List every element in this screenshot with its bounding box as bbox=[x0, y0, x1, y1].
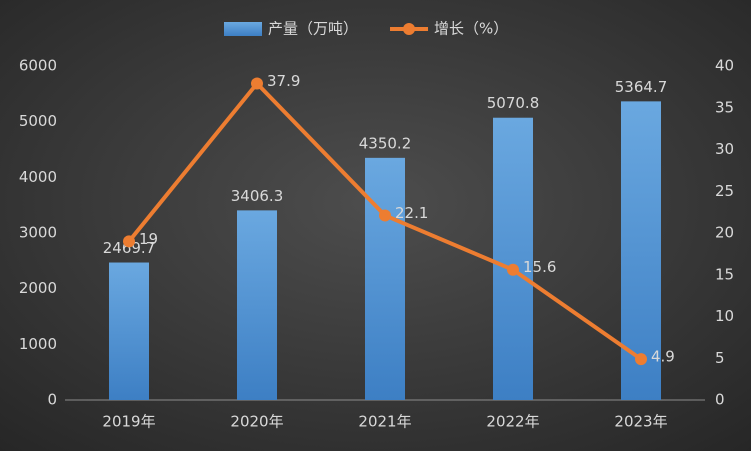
bar-value-label: 5364.7 bbox=[615, 78, 668, 96]
y-tick-label: 2000 bbox=[19, 279, 57, 297]
x-tick-label: 2019年 bbox=[102, 413, 155, 431]
legend-swatch bbox=[403, 23, 416, 35]
legend-swatch bbox=[224, 22, 262, 36]
bar-value-label: 3406.3 bbox=[231, 187, 284, 205]
x-tick-label: 2022年 bbox=[486, 413, 539, 431]
line-value-label: 22.1 bbox=[395, 204, 428, 222]
y-tick-label: 1000 bbox=[19, 335, 57, 353]
line-point bbox=[507, 263, 519, 276]
y2-tick-label: 10 bbox=[715, 307, 734, 325]
bar bbox=[237, 210, 277, 400]
bar bbox=[109, 262, 149, 400]
y-tick-label: 6000 bbox=[19, 57, 57, 75]
bar-value-label: 5070.8 bbox=[487, 94, 540, 112]
x-tick-label: 2020年 bbox=[230, 413, 283, 431]
line-point bbox=[123, 235, 135, 248]
bar-value-label: 4350.2 bbox=[359, 134, 412, 152]
y-tick-label: 4000 bbox=[19, 168, 57, 186]
y2-tick-label: 35 bbox=[715, 98, 734, 116]
y-tick-label: 0 bbox=[47, 391, 57, 409]
x-tick-label: 2021年 bbox=[358, 413, 411, 431]
line-value-label: 37.9 bbox=[267, 72, 300, 90]
line-value-label: 4.9 bbox=[651, 348, 675, 366]
line-value-label: 15.6 bbox=[523, 258, 556, 276]
line-point bbox=[635, 353, 647, 366]
y2-tick-label: 5 bbox=[715, 349, 725, 367]
line-point bbox=[251, 77, 263, 90]
legend-label: 增长（%） bbox=[434, 20, 508, 38]
y2-tick-label: 15 bbox=[715, 265, 734, 283]
y2-tick-label: 30 bbox=[715, 140, 734, 158]
bar bbox=[493, 117, 533, 400]
y2-tick-label: 25 bbox=[715, 182, 734, 200]
bar-value-label: 2469.7 bbox=[103, 239, 156, 257]
x-tick-label: 2023年 bbox=[614, 413, 667, 431]
legend-label: 产量（万吨） bbox=[268, 20, 358, 38]
y2-tick-label: 20 bbox=[715, 224, 734, 242]
bar bbox=[365, 157, 405, 400]
line-value-label: 19 bbox=[139, 230, 158, 248]
y-tick-label: 3000 bbox=[19, 224, 57, 242]
y2-tick-label: 40 bbox=[715, 57, 734, 75]
y2-tick-label: 0 bbox=[715, 391, 725, 409]
y-tick-label: 5000 bbox=[19, 112, 57, 130]
line-point bbox=[379, 209, 391, 222]
